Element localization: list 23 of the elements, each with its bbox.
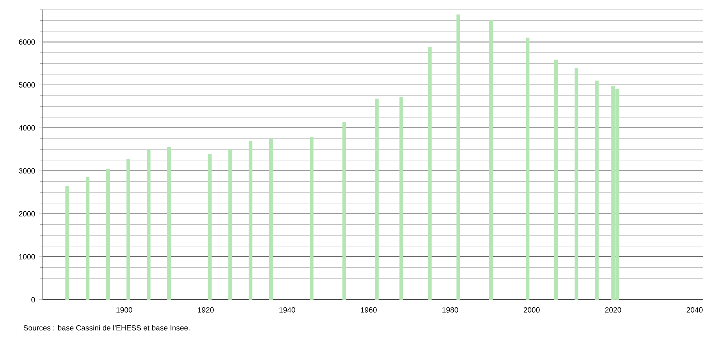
bar bbox=[66, 186, 70, 300]
bar bbox=[342, 122, 346, 300]
bar bbox=[428, 46, 432, 300]
bar bbox=[400, 97, 404, 300]
bar bbox=[595, 80, 599, 300]
bar bbox=[167, 147, 172, 300]
bar bbox=[248, 141, 253, 300]
bar bbox=[489, 20, 493, 300]
bar bbox=[106, 169, 110, 300]
bar bbox=[375, 98, 379, 300]
bar bbox=[526, 38, 530, 300]
bar bbox=[126, 160, 130, 300]
bar bbox=[554, 60, 558, 300]
bar bbox=[208, 154, 212, 300]
bar bbox=[310, 137, 314, 300]
bar bbox=[147, 150, 151, 300]
bar bbox=[86, 177, 90, 300]
bar bbox=[456, 14, 460, 300]
bar bbox=[228, 149, 232, 300]
bar bbox=[612, 86, 616, 300]
bar bbox=[616, 89, 620, 300]
bar bbox=[574, 68, 579, 300]
bar bbox=[269, 139, 273, 300]
